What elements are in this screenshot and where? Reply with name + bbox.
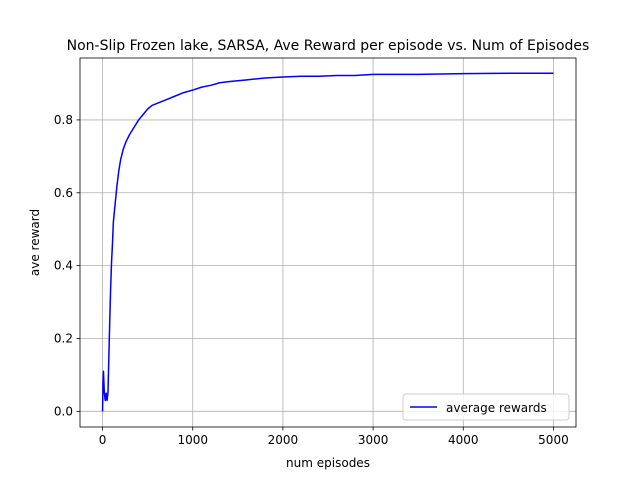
y-tick-label: 0.4 [54, 259, 73, 273]
grid-layer [80, 58, 576, 427]
tick-layer: 0 1000 2000 3000 4000 5000 0.0 0.2 0.4 0.6 0.8 [54, 113, 569, 447]
legend-label-average-rewards: average rewards [446, 401, 547, 415]
legend-box [402, 393, 570, 421]
x-tick-label: 0 [99, 433, 107, 447]
x-axis-label: num episodes [286, 456, 370, 470]
plot-frame [79, 57, 577, 428]
x-tick-label: 2000 [268, 433, 299, 447]
y-tick-label: 0.6 [54, 186, 73, 200]
y-tick-label: 0.2 [54, 331, 73, 345]
series-layer [101, 72, 554, 412]
y-tick-label: 0.0 [54, 404, 73, 418]
chart-title: Non-Slip Frozen lake, SARSA, Ave Reward … [67, 38, 590, 54]
y-axis-label: ave reward [28, 209, 42, 276]
y-tick-label: 0.8 [54, 113, 73, 127]
legend: average rewards [402, 393, 570, 421]
x-tick-label: 3000 [358, 433, 389, 447]
x-tick-label: 5000 [538, 433, 569, 447]
x-tick-label: 1000 [177, 433, 208, 447]
x-tick-label: 4000 [448, 433, 479, 447]
series-line-average-rewards [101, 72, 554, 412]
